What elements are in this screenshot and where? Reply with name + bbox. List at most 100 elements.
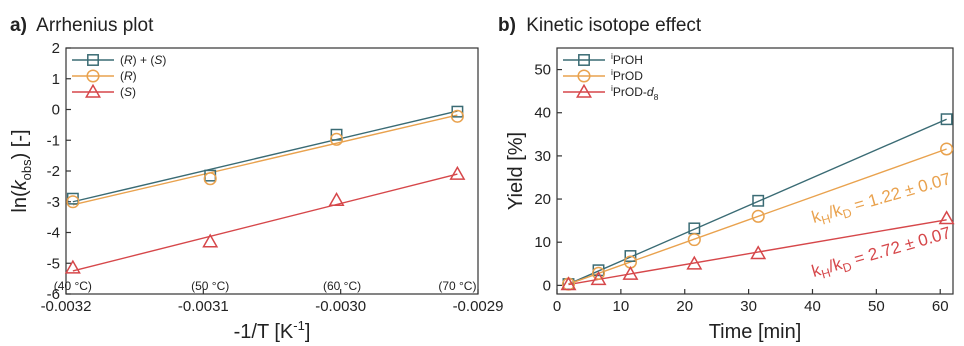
data-point-series-2	[686, 255, 703, 270]
x-axis-label-end: ]	[305, 321, 311, 343]
data-point-series-1	[450, 109, 464, 123]
data-point-series-1	[751, 209, 765, 223]
temperature-label: (40 °C)	[54, 279, 92, 293]
y-tick-label: 20	[534, 191, 551, 208]
panel-b-plot-frame	[556, 47, 954, 295]
panel-a-x-axis-label: -1/T [K-1]	[234, 318, 311, 343]
legend-label: (R)	[120, 69, 137, 83]
data-point-series-2	[202, 233, 219, 248]
data-point-series-2	[938, 210, 955, 225]
x-tick-label: -0.0030	[315, 298, 366, 315]
y-tick-label: 40	[534, 105, 551, 122]
y-axis-label-suffix: ) [-]	[9, 129, 31, 159]
data-point-series-0	[624, 250, 637, 262]
temperature-label: (70 °C)	[438, 279, 476, 293]
data-point-series-0	[688, 222, 701, 235]
data-point-series-1	[940, 142, 954, 156]
data-point-series-0	[451, 105, 464, 118]
fit-line-series-1	[72, 114, 458, 206]
y-tick-label: 1	[52, 71, 60, 88]
y-tick-label: 0	[543, 277, 551, 294]
legend-label: (S)	[120, 85, 136, 99]
panel-a-fit-lines	[72, 110, 458, 272]
y-tick-label: 30	[534, 148, 551, 165]
legend-label: iPrOD	[611, 67, 643, 83]
panel-b-title-text: Kinetic isotope effect	[526, 15, 702, 36]
data-point-series-2	[622, 265, 639, 280]
kie-annotation: kH/kD = 2.72 ± 0.07	[810, 223, 954, 284]
legend-marker	[86, 69, 100, 83]
x-tick-label: 20	[676, 298, 693, 315]
panel-a-y-ticks: -6 -5 -4 -3 -2 -1 0 1 2	[47, 40, 71, 303]
y-tick-label: -1	[47, 132, 60, 149]
x-tick-label: 0	[553, 298, 561, 315]
x-tick-label: -0.0029	[453, 298, 504, 315]
x-tick-label: 60	[932, 298, 949, 315]
y-tick-label: 10	[534, 234, 551, 251]
legend-label: (R) + (S)	[120, 53, 166, 67]
data-point-series-2	[560, 276, 577, 291]
panel-a-x-ticks: -0.0032 -0.0031 -0.0030 -0.0029	[41, 289, 504, 315]
panel-a: a) Arrhenius plot -6 -5 -4 -3 -2 -1 0 1 2 -0.003…	[9, 15, 503, 343]
temperature-label: (50 °C)	[191, 279, 229, 293]
y-axis-label-k: k	[9, 179, 31, 190]
y-tick-label: 2	[52, 40, 60, 57]
fit-line-series-0	[72, 110, 458, 203]
legend-label: iPrOH	[611, 51, 643, 67]
data-point-series-2	[449, 165, 466, 180]
panel-a-letter: a)	[10, 15, 27, 36]
y-axis-label-prefix: ln(	[9, 190, 31, 213]
x-tick-label: -0.0032	[41, 298, 92, 315]
data-point-series-2	[328, 192, 345, 206]
panel-b-x-axis-label: Time [min]	[709, 321, 802, 343]
data-point-series-1	[591, 266, 606, 280]
y-tick-label: -2	[47, 163, 60, 180]
y-tick-label: -4	[47, 225, 60, 242]
x-tick-label: 40	[804, 298, 821, 315]
legend-marker	[576, 83, 592, 98]
temperature-label: (60 °C)	[323, 279, 361, 293]
data-point-series-0	[752, 194, 765, 207]
panel-a-title-text: Arrhenius plot	[36, 15, 154, 36]
x-axis-label-exponent: -1	[293, 318, 305, 333]
y-tick-label: 50	[534, 62, 551, 79]
data-point-series-0	[330, 128, 343, 141]
legend-marker	[85, 83, 101, 98]
data-point-series-1	[66, 195, 80, 209]
panel-a-y-axis-label: ln(kobs) [-]	[9, 129, 34, 212]
panel-b-letter: b)	[498, 15, 516, 36]
panel-b-data-points	[560, 113, 955, 291]
x-tick-label: 50	[868, 298, 885, 315]
x-axis-label-text: -1/T [K	[234, 321, 294, 343]
x-tick-label: 30	[740, 298, 757, 315]
data-point-series-2	[590, 271, 607, 286]
data-point-series-2	[64, 259, 81, 274]
fit-line-series-2	[72, 173, 458, 272]
panel-b-title: b) Kinetic isotope effect	[498, 15, 702, 36]
legend-marker	[578, 54, 590, 66]
panel-b-y-ticks: 0 10 20 30 40 50	[534, 62, 562, 294]
panel-a-data-points	[64, 105, 466, 274]
y-tick-label: -6	[47, 286, 60, 303]
legend-marker	[577, 69, 591, 83]
data-point-series-1	[203, 172, 217, 186]
data-point-series-1	[329, 132, 344, 146]
data-point-series-1	[687, 233, 701, 247]
panel-a-title: a) Arrhenius plot	[10, 15, 154, 36]
y-tick-label: -5	[47, 255, 60, 272]
fit-line-series-2	[568, 219, 947, 286]
panel-b-y-axis-label: Yield [%]	[505, 132, 527, 210]
data-point-series-2	[750, 245, 767, 260]
panel-a-legend: (R) + (S) (R) (S)	[72, 53, 166, 99]
x-tick-label: -0.0031	[178, 298, 229, 315]
legend-marker	[87, 54, 99, 66]
panel-b: b) Kinetic isotope effect 0 10 20 30 40 50 0 1…	[498, 15, 955, 343]
legend-label: iPrOD-d8	[611, 83, 659, 102]
y-axis-label-subscript: obs	[19, 159, 34, 180]
data-point-series-0	[940, 113, 953, 126]
panel-b-x-ticks: 0 10 20 30 40 50 60	[553, 289, 949, 315]
x-tick-label: 10	[613, 298, 630, 315]
